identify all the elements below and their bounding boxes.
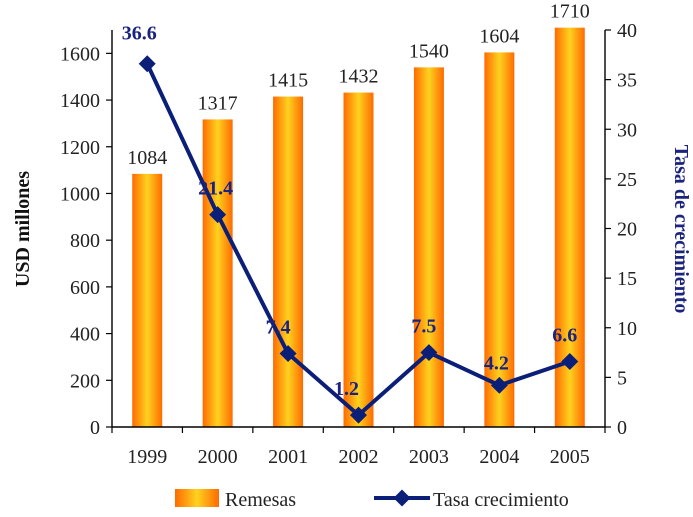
line-point-2002 (350, 406, 367, 424)
y-axis-title: USD millones (12, 171, 34, 287)
y-right-tick-label: 10 (617, 318, 637, 340)
legend-swatch-remesas (175, 489, 219, 507)
bar-remesas-2003 (413, 67, 444, 427)
x-ticks: 1999 2000 2001 2002 2003 2004 2005 (111, 427, 606, 468)
bar-label-2001: 1415 (268, 70, 308, 92)
y-left-tick-label: 600 (70, 277, 100, 299)
y-left-tick-label: 1600 (60, 43, 100, 65)
y-right-tick-label: 0 (617, 417, 627, 439)
bar-label-1999: 1084 (127, 147, 167, 169)
bar-remesas-2002 (343, 92, 374, 428)
line-point-2004 (490, 376, 508, 394)
bar-remesas-2001 (273, 96, 304, 428)
x-tick-label-1999: 1999 (127, 446, 167, 468)
y-left-tick-label: 0 (90, 417, 100, 439)
bar-remesas-2000 (202, 119, 233, 427)
x-tick-label-2001: 2001 (268, 446, 308, 468)
bar-label-2000: 1317 (198, 92, 238, 114)
y-left-tick-label: 1000 (60, 183, 100, 205)
line-label-2004: 4.2 (484, 352, 509, 374)
line-point-1999 (138, 55, 156, 73)
line-labels: 36.6 21.4 7.4 1.2 7.5 4.2 6.6 (122, 23, 578, 400)
y-left-ticks: 0 200 400 600 800 1000 1200 1400 1600 (60, 43, 112, 439)
line-label-1999: 36.6 (122, 23, 157, 45)
x-tick-label-2002: 2002 (339, 446, 379, 468)
x-tick-label-2004: 2004 (479, 446, 519, 468)
line-label-2000: 21.4 (198, 178, 233, 200)
x-tick-label-2005: 2005 (550, 446, 590, 468)
y-right-tick-label: 20 (617, 219, 637, 241)
line-label-2001: 7.4 (266, 317, 291, 339)
bar-remesas-1999 (132, 173, 163, 427)
line-point-2003 (420, 344, 438, 362)
y-left-tick-label: 1200 (60, 137, 100, 159)
legend-marker-tasa (393, 489, 411, 507)
bar-label-2002: 1432 (339, 66, 379, 88)
bar-label-2005: 1710 (550, 1, 590, 23)
y-right-tick-label: 25 (617, 169, 637, 191)
bar-label-2003: 1540 (409, 40, 449, 62)
y-right-tick-label: 15 (617, 268, 637, 290)
y-left-tick-label: 200 (70, 370, 100, 392)
y2-axis-title: Tasa de crecimiento (670, 145, 692, 314)
y-right-tick-label: 40 (617, 20, 637, 42)
bar-remesas-2004 (484, 52, 515, 427)
legend-label-tasa: Tasa crecimiento (433, 489, 569, 511)
y-right-ticks: 0 5 10 15 20 25 30 35 40 (605, 20, 637, 439)
bar-labels: 1084 1317 1415 1432 1540 1604 1710 (127, 1, 590, 169)
line-label-2005: 6.6 (552, 324, 577, 346)
y-left-tick-label: 800 (70, 230, 100, 252)
y-right-tick-label: 5 (617, 367, 627, 389)
y-right-tick-label: 35 (617, 70, 637, 92)
line-point-2001 (279, 345, 297, 363)
bar-label-2004: 1604 (479, 25, 519, 47)
y-right-tick-label: 30 (617, 119, 637, 141)
legend-label-remesas: Remesas (225, 489, 296, 511)
legend: Remesas Tasa crecimiento (175, 489, 569, 511)
y-left-tick-label: 400 (70, 324, 100, 346)
line-layer (138, 55, 579, 424)
y-left-tick-label: 1400 (60, 90, 100, 112)
line-point-2005 (561, 353, 579, 370)
line-label-2002: 1.2 (334, 378, 359, 400)
line-point-2000 (209, 206, 227, 224)
line-label-2003: 7.5 (411, 316, 436, 338)
x-tick-label-2000: 2000 (198, 446, 238, 468)
x-tick-label-2003: 2003 (409, 446, 449, 468)
bars-layer (132, 27, 585, 428)
